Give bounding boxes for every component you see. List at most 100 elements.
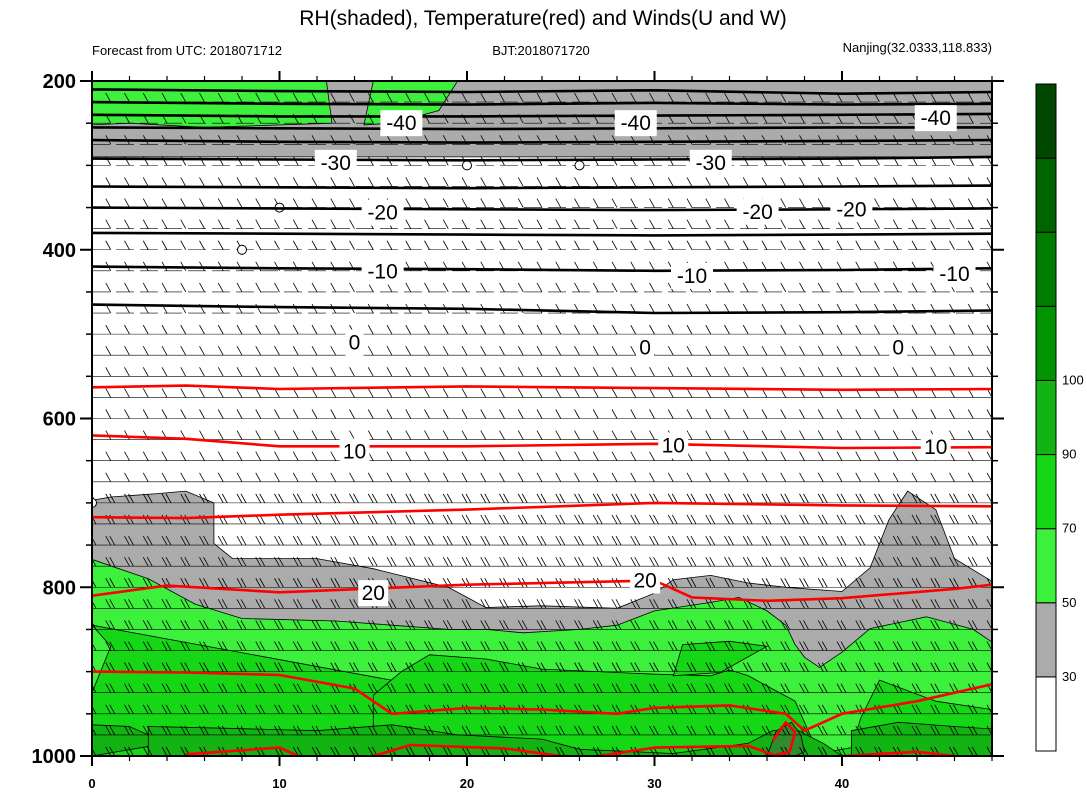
wind-barb: [147, 81, 149, 82]
contour-label-text: 20: [362, 582, 385, 605]
wind-barb: [142, 641, 149, 651]
wind-barb: [461, 388, 468, 398]
wind-barb: [221, 535, 228, 546]
wind-barb: [517, 641, 524, 651]
wind-barb: [161, 514, 168, 525]
wind-barb: [649, 92, 655, 103]
bjt-time-label: BJT:2018071720: [492, 43, 590, 58]
wind-barb: [892, 620, 899, 630]
wind-barb: [330, 725, 337, 736]
wind-barb: [367, 472, 374, 482]
wind-barb: [221, 641, 228, 651]
wind-barb: [128, 535, 134, 546]
wind-barb: [799, 578, 805, 588]
wind-barb: [541, 81, 542, 82]
wind-barb: [592, 662, 599, 672]
wind-barb: [724, 535, 730, 546]
wind-barb: [292, 346, 299, 356]
wind-barb: [240, 535, 247, 546]
wind-barb: [649, 725, 655, 736]
wind-barb: [371, 556, 378, 567]
wind-barb: [611, 472, 618, 482]
wind-barb: [334, 704, 341, 715]
wind-barb: [274, 451, 280, 461]
wind-barb: [742, 641, 749, 651]
wind-barb: [536, 620, 543, 630]
wind-barb: [409, 620, 416, 630]
wind-barb: [592, 282, 599, 293]
wind-barb: [578, 514, 584, 525]
wind-barb: [386, 725, 393, 736]
wind-barb: [236, 725, 243, 736]
wind-barb: [315, 514, 322, 525]
wind-barb: [911, 514, 918, 525]
wind-barb: [596, 725, 603, 736]
wind-barb: [428, 641, 434, 651]
wind-barb: [124, 599, 130, 609]
wind-barb: [180, 683, 187, 693]
wind-barb: [892, 282, 899, 293]
wind-barb: [128, 493, 134, 504]
wind-barb: [578, 493, 584, 504]
wind-barb: [278, 704, 284, 715]
wind-barb: [728, 641, 734, 651]
wind-barb: [124, 346, 130, 356]
wind-barb: [799, 430, 805, 440]
wind-barb: [442, 430, 449, 440]
wind-barb: [686, 641, 693, 651]
wind-barb: [109, 641, 116, 651]
wind-barb: [742, 514, 749, 525]
wind-barb: [859, 493, 866, 504]
wind-barb: [592, 409, 599, 419]
wind-barb: [161, 746, 168, 756]
wind-barb: [255, 578, 262, 588]
wind-barb: [540, 514, 547, 525]
wind-barb: [405, 662, 412, 672]
wind-barb: [971, 620, 978, 630]
wind-barb: [742, 620, 749, 630]
wind-barb: [480, 388, 487, 398]
wind-barb: [705, 556, 712, 567]
wind-barb: [503, 556, 509, 567]
wind-barb: [742, 556, 749, 567]
wind-barb: [442, 324, 449, 335]
wind-barb: [461, 346, 468, 356]
wind-barb: [405, 746, 412, 756]
wind-barb: [874, 641, 880, 651]
wind-barb: [915, 493, 922, 504]
wind-barb: [330, 92, 337, 103]
wind-barb: [199, 388, 205, 398]
wind-barb: [165, 535, 172, 546]
wind-barb: [315, 556, 322, 567]
contour-label: -20: [361, 199, 404, 226]
wind-barb: [949, 514, 955, 525]
wind-barb: [349, 177, 355, 187]
wind-barb: [480, 430, 487, 440]
wind-barb: [296, 641, 303, 651]
wind-barb: [405, 430, 412, 440]
wind-barb: [480, 282, 487, 293]
wind-barb: [517, 282, 524, 293]
wind-barb: [161, 367, 168, 377]
wind-barb: [821, 556, 828, 567]
wind-barb: [649, 514, 655, 525]
wind-barb: [240, 556, 247, 567]
wind-barb: [146, 556, 153, 567]
wind-barb: [592, 367, 599, 377]
wind-barb: [146, 599, 153, 609]
wind-barb: [409, 599, 416, 609]
wind-barb: [428, 746, 434, 756]
temperature-contour: [92, 112, 992, 118]
wind-barb: [180, 324, 187, 335]
wind-barb: [292, 556, 299, 567]
wind-barb: [840, 535, 847, 546]
wind-barb: [367, 430, 374, 440]
wind-barb: [761, 324, 768, 335]
wind-barb: [724, 683, 730, 693]
wind-barb: [465, 683, 472, 693]
wind-barb: [967, 451, 974, 461]
wind-barb: [521, 641, 528, 651]
wind-barb: [728, 662, 734, 672]
wind-barb: [911, 219, 918, 229]
